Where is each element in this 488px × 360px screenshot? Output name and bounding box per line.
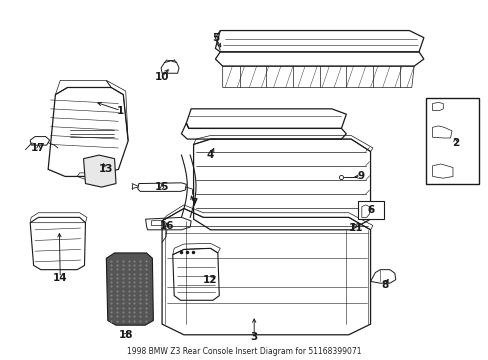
Text: 1: 1 — [117, 105, 124, 116]
Text: 17: 17 — [31, 143, 46, 153]
Text: 16: 16 — [160, 221, 174, 231]
Text: 13: 13 — [99, 164, 113, 174]
Polygon shape — [83, 155, 116, 187]
Text: 9: 9 — [357, 171, 364, 181]
Bar — [358, 201, 383, 219]
Text: 1998 BMW Z3 Rear Console Insert Diagram for 51168399071: 1998 BMW Z3 Rear Console Insert Diagram … — [127, 347, 361, 356]
Text: 15: 15 — [155, 182, 169, 192]
Text: 8: 8 — [381, 280, 388, 290]
Text: 11: 11 — [348, 223, 363, 233]
Text: 12: 12 — [203, 275, 217, 285]
Text: 5: 5 — [211, 33, 219, 43]
Text: 14: 14 — [53, 273, 67, 283]
Text: 6: 6 — [366, 205, 373, 215]
Polygon shape — [106, 253, 153, 325]
Text: 3: 3 — [250, 332, 257, 342]
Text: 10: 10 — [155, 72, 169, 82]
Bar — [426, 98, 478, 184]
Text: 7: 7 — [189, 198, 197, 208]
Text: 4: 4 — [206, 150, 214, 160]
Text: 18: 18 — [118, 330, 133, 340]
Text: 2: 2 — [451, 138, 458, 148]
